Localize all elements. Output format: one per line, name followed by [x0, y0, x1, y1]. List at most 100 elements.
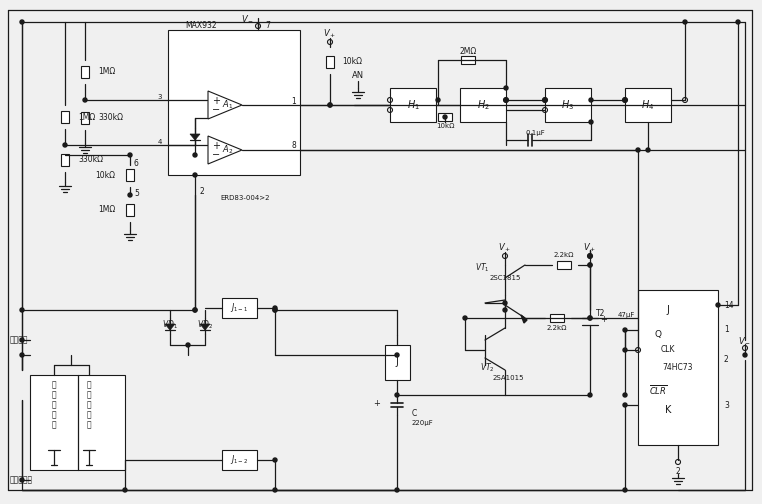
Text: J: J — [395, 357, 399, 367]
Text: 7: 7 — [265, 22, 270, 31]
Circle shape — [328, 103, 332, 107]
Circle shape — [463, 316, 467, 320]
Text: 330kΩ: 330kΩ — [98, 113, 123, 122]
Text: J: J — [667, 305, 670, 315]
Circle shape — [193, 308, 197, 312]
Text: 330kΩ: 330kΩ — [78, 156, 103, 164]
Bar — [222, 298, 257, 318]
Text: 6: 6 — [134, 158, 139, 167]
Text: $\overline{CLR}$: $\overline{CLR}$ — [648, 383, 668, 397]
Text: 220μF: 220μF — [412, 420, 434, 426]
Text: 池: 池 — [87, 410, 91, 419]
Text: $VT_2$: $VT_2$ — [480, 362, 495, 374]
Circle shape — [20, 308, 24, 312]
Circle shape — [20, 478, 24, 482]
Text: $J_{1-2}$: $J_{1-2}$ — [230, 454, 248, 467]
Text: 3: 3 — [724, 401, 729, 409]
Polygon shape — [521, 315, 527, 323]
Circle shape — [623, 393, 627, 397]
Circle shape — [543, 98, 547, 102]
Circle shape — [273, 308, 277, 312]
Text: −: − — [212, 105, 220, 115]
Text: 10kΩ: 10kΩ — [342, 57, 362, 67]
Text: 2SA1015: 2SA1015 — [493, 375, 524, 381]
Text: 1: 1 — [724, 326, 728, 335]
Text: 47μF: 47μF — [618, 312, 636, 318]
Circle shape — [503, 301, 507, 305]
Text: +: + — [212, 141, 220, 151]
Text: 电: 电 — [87, 391, 91, 400]
Text: $V_+$: $V_+$ — [498, 242, 511, 254]
Circle shape — [588, 393, 592, 397]
Text: 0.1μF: 0.1μF — [525, 130, 545, 136]
Bar — [545, 88, 591, 122]
Bar — [385, 345, 410, 380]
Text: 1MΩ: 1MΩ — [78, 112, 95, 121]
Circle shape — [504, 86, 508, 90]
Text: 电: 电 — [52, 391, 56, 400]
Text: K: K — [664, 405, 671, 415]
Text: 3: 3 — [158, 94, 162, 100]
Text: 2: 2 — [676, 468, 680, 476]
Text: ERD83-004>2: ERD83-004>2 — [220, 195, 270, 201]
Text: $VD_1$: $VD_1$ — [162, 319, 178, 331]
Circle shape — [436, 98, 440, 102]
Text: +: + — [212, 96, 220, 106]
Bar — [550, 314, 564, 322]
Text: 5: 5 — [134, 188, 139, 198]
Circle shape — [123, 488, 127, 492]
Text: $H_1$: $H_1$ — [407, 98, 419, 112]
Circle shape — [83, 98, 87, 102]
Circle shape — [395, 393, 399, 397]
Polygon shape — [200, 324, 210, 330]
Text: 10kΩ: 10kΩ — [95, 170, 115, 179]
Circle shape — [273, 458, 277, 462]
Text: $H_2$: $H_2$ — [476, 98, 489, 112]
Circle shape — [504, 98, 508, 102]
Circle shape — [636, 148, 640, 152]
Text: 2: 2 — [200, 187, 205, 197]
Circle shape — [395, 353, 399, 357]
Text: $H_4$: $H_4$ — [642, 98, 655, 112]
Text: 2.2kΩ: 2.2kΩ — [547, 325, 567, 331]
Bar — [61, 154, 69, 166]
Bar — [222, 450, 257, 470]
Text: 2MΩ: 2MΩ — [459, 47, 476, 56]
Text: $VD_2$: $VD_2$ — [197, 319, 213, 331]
Circle shape — [273, 306, 277, 310]
Circle shape — [589, 120, 593, 124]
Text: 10kΩ: 10kΩ — [436, 123, 454, 129]
Text: $V_+$: $V_+$ — [584, 242, 597, 254]
Text: 2SC1815: 2SC1815 — [490, 275, 521, 281]
Text: $J_{1-1}$: $J_{1-1}$ — [230, 301, 248, 314]
Circle shape — [588, 263, 592, 267]
Circle shape — [20, 353, 24, 357]
Text: CLK: CLK — [661, 346, 675, 354]
Circle shape — [623, 348, 627, 352]
Circle shape — [186, 343, 190, 347]
Text: 2.2kΩ: 2.2kΩ — [554, 252, 575, 258]
Circle shape — [736, 20, 740, 24]
Text: 8: 8 — [291, 142, 296, 151]
Circle shape — [128, 193, 132, 197]
Text: Q: Q — [655, 331, 661, 340]
Circle shape — [20, 20, 24, 24]
Bar — [168, 30, 300, 175]
Circle shape — [588, 254, 592, 258]
Circle shape — [193, 173, 197, 177]
Bar — [438, 113, 452, 121]
Bar — [126, 169, 134, 181]
Circle shape — [743, 353, 747, 357]
Text: AN: AN — [352, 71, 364, 80]
Bar — [30, 375, 125, 470]
Text: $A_1$: $A_1$ — [223, 99, 234, 111]
Circle shape — [588, 316, 592, 320]
Bar — [557, 261, 571, 269]
Text: +: + — [373, 399, 380, 408]
Circle shape — [273, 488, 277, 492]
Text: $H_3$: $H_3$ — [562, 98, 575, 112]
Circle shape — [623, 403, 627, 407]
Bar — [461, 56, 475, 64]
Text: 14: 14 — [724, 300, 734, 309]
Text: $V_+$: $V_+$ — [323, 28, 337, 40]
